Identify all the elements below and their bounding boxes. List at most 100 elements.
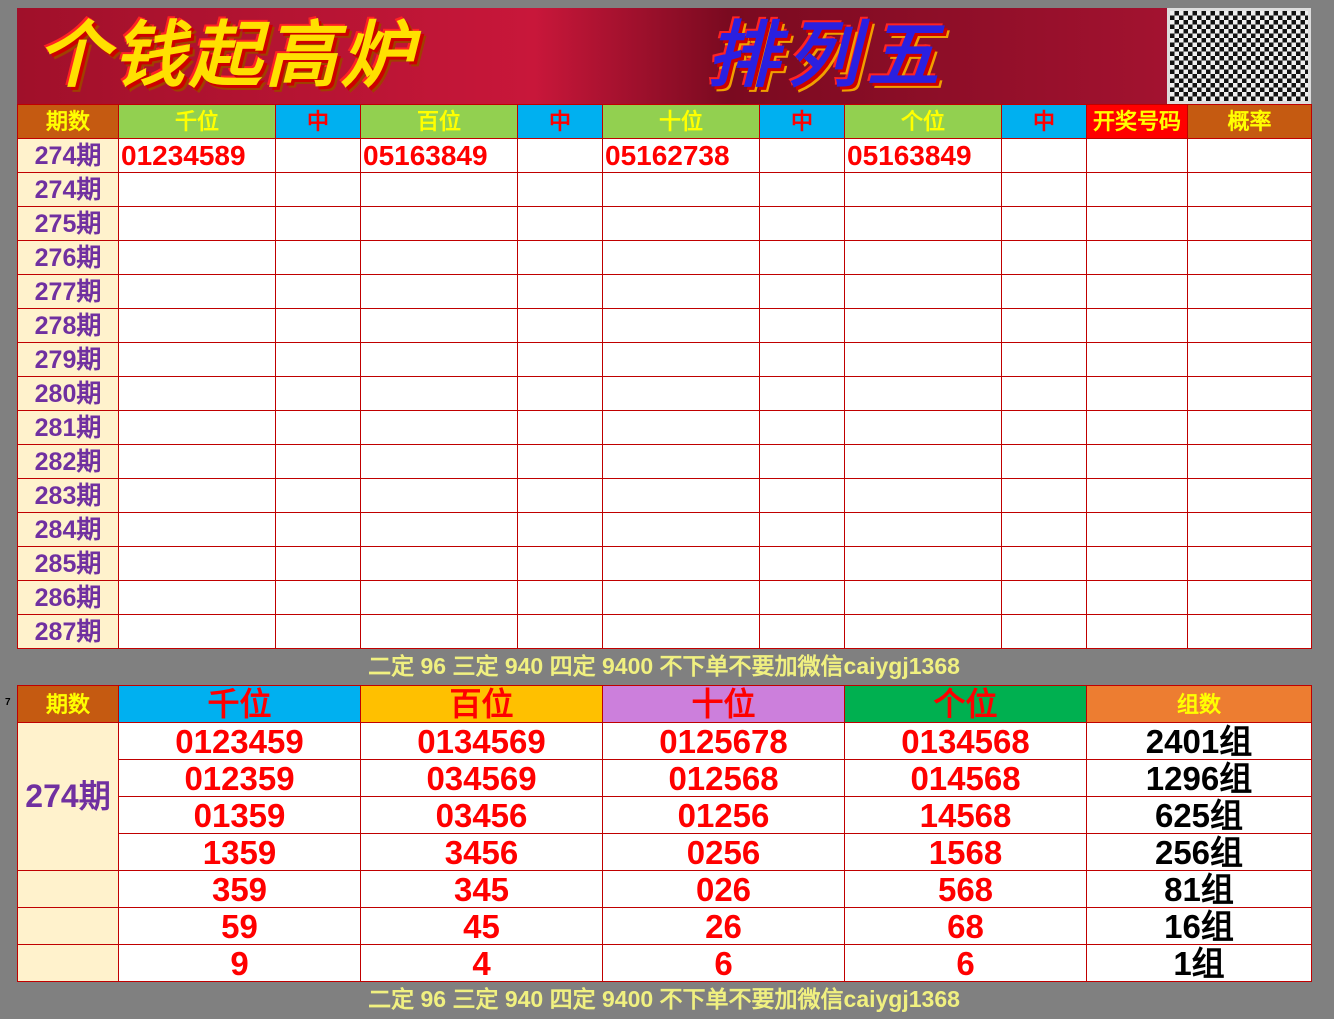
hit-cell bbox=[759, 410, 845, 445]
hit-cell bbox=[1001, 376, 1087, 411]
hit-cell bbox=[275, 580, 361, 615]
probability-cell bbox=[1187, 308, 1312, 343]
draw-number-cell bbox=[1086, 206, 1188, 241]
group-count-cell: 1296组 bbox=[1086, 759, 1312, 797]
group-count-cell: 1组 bbox=[1086, 944, 1312, 982]
period-cell: 285期 bbox=[17, 546, 119, 581]
hit-cell bbox=[1001, 444, 1087, 479]
hit-cell bbox=[1001, 410, 1087, 445]
ge-cell bbox=[844, 580, 1002, 615]
digit-set-cell: 6 bbox=[602, 944, 845, 982]
draw-number-cell bbox=[1086, 240, 1188, 275]
hit-cell bbox=[759, 546, 845, 581]
hit-cell bbox=[517, 376, 603, 411]
period-cell: 279期 bbox=[17, 342, 119, 377]
column-header: 中 bbox=[517, 104, 603, 139]
ge-cell bbox=[844, 478, 1002, 513]
period-cell: 286期 bbox=[17, 580, 119, 615]
draw-number-cell bbox=[1086, 580, 1188, 615]
digit-set-cell: 0123459 bbox=[118, 722, 361, 760]
hit-cell bbox=[275, 614, 361, 649]
table-row: 283期 bbox=[17, 478, 1312, 513]
group-count-cell: 81组 bbox=[1086, 870, 1312, 908]
note-banner: 二定 96 三定 940 四定 9400 不下单不要加微信caiygj1368 bbox=[368, 653, 960, 679]
probability-cell bbox=[1187, 240, 1312, 275]
qian-cell bbox=[118, 172, 276, 207]
bai-cell bbox=[360, 546, 518, 581]
ge-cell bbox=[844, 376, 1002, 411]
draw-number-cell bbox=[1086, 410, 1188, 445]
shi-cell bbox=[602, 614, 760, 649]
shi-cell bbox=[602, 240, 760, 275]
shi-cell bbox=[602, 580, 760, 615]
ge-cell bbox=[844, 512, 1002, 547]
hit-cell bbox=[275, 410, 361, 445]
period-cell: 287期 bbox=[17, 614, 119, 649]
hit-cell bbox=[1001, 580, 1087, 615]
hit-cell bbox=[517, 444, 603, 479]
banner-title-right: 排列五 bbox=[707, 16, 948, 96]
bai-cell: 05163849 bbox=[360, 138, 518, 173]
prediction-table: 期数 千位中百位中十位中个位中开奖号码 概率 274期 01234589 05163849… bbox=[17, 104, 1312, 649]
probability-cell bbox=[1187, 614, 1312, 649]
period-cell: 280期 bbox=[17, 376, 119, 411]
period-cell: 284期 bbox=[17, 512, 119, 547]
row-marker: 7 bbox=[5, 697, 11, 708]
shi-cell bbox=[602, 206, 760, 241]
draw-number-cell bbox=[1086, 546, 1188, 581]
period-cell: 274期 bbox=[17, 722, 119, 871]
table-row: 280期 bbox=[17, 376, 1312, 411]
hit-cell bbox=[517, 478, 603, 513]
hit-cell bbox=[517, 614, 603, 649]
qian-cell bbox=[118, 512, 276, 547]
hit-cell bbox=[1001, 546, 1087, 581]
draw-number-cell bbox=[1086, 478, 1188, 513]
qian-cell bbox=[118, 410, 276, 445]
ge-cell bbox=[844, 240, 1002, 275]
header-row: 期数 千位中百位中十位中个位中开奖号码 概率 bbox=[17, 104, 1312, 139]
column-header: 中 bbox=[275, 104, 361, 139]
probability-cell bbox=[1187, 342, 1312, 377]
period-cell bbox=[17, 907, 119, 945]
digit-set-cell: 026 bbox=[602, 870, 845, 908]
hit-cell bbox=[275, 512, 361, 547]
period-cell bbox=[17, 870, 119, 908]
bai-cell bbox=[360, 308, 518, 343]
hit-cell bbox=[517, 172, 603, 207]
hit-cell bbox=[517, 512, 603, 547]
hit-cell bbox=[1001, 342, 1087, 377]
table-row: 012359 034569 012568 014568 1296组 bbox=[18, 759, 1312, 797]
hit-cell bbox=[1001, 512, 1087, 547]
hit-cell bbox=[517, 410, 603, 445]
hit-cell bbox=[1001, 240, 1087, 275]
digit-set-cell: 012568 bbox=[602, 759, 845, 797]
hit-cell bbox=[275, 376, 361, 411]
hit-cell bbox=[517, 274, 603, 309]
draw-number-cell bbox=[1086, 342, 1188, 377]
bai-cell bbox=[360, 206, 518, 241]
draw-number-cell bbox=[1086, 444, 1188, 479]
column-header: 期数 bbox=[17, 685, 119, 723]
bai-cell bbox=[360, 614, 518, 649]
draw-number-cell bbox=[1086, 512, 1188, 547]
column-header: 组数 bbox=[1086, 685, 1312, 723]
hit-cell bbox=[759, 614, 845, 649]
bai-cell bbox=[360, 478, 518, 513]
qian-cell bbox=[118, 444, 276, 479]
period-cell: 276期 bbox=[17, 240, 119, 275]
hit-cell bbox=[759, 172, 845, 207]
table-row: 276期 bbox=[17, 240, 1312, 275]
digit-set-cell: 1359 bbox=[118, 833, 361, 871]
digit-set-cell: 26 bbox=[602, 907, 845, 945]
shi-cell bbox=[602, 376, 760, 411]
digit-set-cell: 3456 bbox=[360, 833, 603, 871]
table-row: 59 45 26 68 16组 bbox=[17, 907, 1312, 945]
ge-cell bbox=[844, 274, 1002, 309]
table-row: 359 345 026 568 81组 bbox=[17, 870, 1312, 908]
hit-cell bbox=[275, 308, 361, 343]
bai-cell bbox=[360, 240, 518, 275]
digit-set-cell: 0125678 bbox=[602, 722, 845, 760]
column-header: 期数 bbox=[17, 104, 119, 139]
hit-cell bbox=[759, 342, 845, 377]
probability-cell bbox=[1187, 478, 1312, 513]
